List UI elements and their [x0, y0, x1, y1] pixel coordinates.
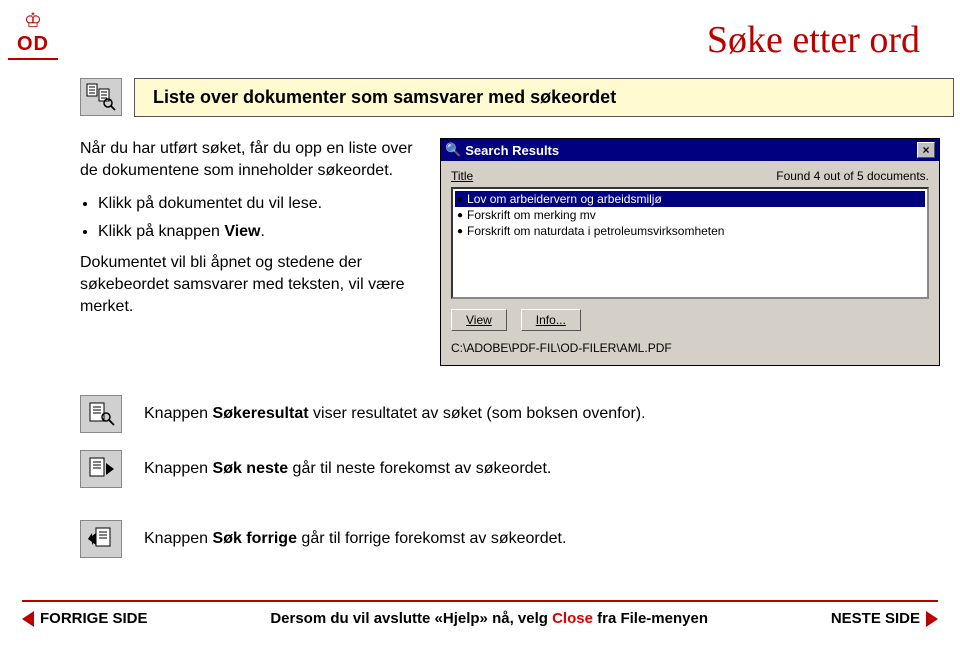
result-listbox[interactable]: ● Lov om arbeidervern og arbeidsmiljø ● …: [451, 187, 929, 299]
explain-text-3: Knappen Søk forrige går til forrige fore…: [144, 530, 566, 548]
banner: Liste over dokumenter som samsvarer med …: [80, 78, 954, 117]
view-button[interactable]: View: [451, 309, 507, 331]
footer-rule: [22, 600, 938, 602]
titlebar: 🔍 Search Results ×: [441, 139, 939, 161]
document-icon: ●: [457, 210, 463, 221]
next-page-button[interactable]: NESTE SIDE: [831, 610, 938, 627]
window-icon: 🔍: [445, 142, 461, 158]
explain-text-1: Knappen Søkeresultat viser resultatet av…: [144, 405, 646, 423]
logo-rule: [8, 58, 58, 60]
explain-row-1: Knappen Søkeresultat viser resultatet av…: [80, 395, 940, 455]
intro-column: Når du har utført søket, får du opp en l…: [80, 138, 415, 317]
prev-label: FORRIGE SIDE: [40, 610, 148, 627]
banner-text: Liste over dokumenter som samsvarer med …: [134, 78, 954, 117]
next-label: NESTE SIDE: [831, 610, 920, 627]
arrow-left-icon: [22, 611, 34, 627]
file-path: C:\ADOBE\PDF-FIL\OD-FILER\AML.PDF: [451, 341, 929, 355]
title-column-label: Title: [451, 169, 473, 183]
window-body: Title Found 4 out of 5 documents. ● Lov …: [441, 161, 939, 365]
list-item[interactable]: ● Lov om arbeidervern og arbeidsmiljø: [455, 191, 925, 207]
info-button[interactable]: Info...: [521, 309, 581, 331]
footer: FORRIGE SIDE Dersom du vil avslutte «Hje…: [0, 610, 960, 627]
explain-row-2: Knappen Søk neste går til neste forekoms…: [80, 450, 940, 510]
intro-bullet-2: Klikk på knappen View.: [98, 221, 415, 243]
list-item[interactable]: ● Forskrift om naturdata i petroleumsvir…: [455, 223, 925, 239]
intro-bullet-1: Klikk på dokumentet du vil lese.: [98, 193, 415, 215]
explain-text-2: Knappen Søk neste går til neste forekoms…: [144, 460, 551, 478]
document-icon: ●: [457, 226, 463, 237]
page-title: Søke etter ord: [707, 18, 920, 62]
logo: ♔ OD: [8, 8, 58, 60]
intro-bullets: Klikk på dokumentet du vil lese. Klikk p…: [80, 193, 415, 242]
search-list-icon: [80, 78, 122, 116]
search-result-icon: [80, 395, 122, 433]
arrow-right-icon: [926, 611, 938, 627]
crown-icon: ♔: [8, 8, 58, 33]
explain-row-3: Knappen Søk forrige går til forrige fore…: [80, 520, 940, 580]
intro-paragraph: Når du har utført søket, får du opp en l…: [80, 138, 415, 181]
intro-after: Dokumentet vil bli åpnet og stedene der …: [80, 252, 415, 317]
close-icon[interactable]: ×: [917, 142, 935, 158]
list-item-label: Forskrift om merking mv: [467, 208, 596, 222]
found-count: Found 4 out of 5 documents.: [776, 169, 929, 183]
list-item[interactable]: ● Forskrift om merking mv: [455, 207, 925, 223]
search-results-window: 🔍 Search Results × Title Found 4 out of …: [440, 138, 940, 366]
list-item-label: Forskrift om naturdata i petroleumsvirks…: [467, 224, 724, 238]
list-item-label: Lov om arbeidervern og arbeidsmiljø: [467, 192, 662, 206]
footer-message: Dersom du vil avslutte «Hjelp» nå, velg …: [148, 610, 831, 627]
document-icon: ●: [457, 194, 463, 205]
search-next-icon: [80, 450, 122, 488]
search-prev-icon: [80, 520, 122, 558]
logo-text: OD: [8, 33, 58, 56]
window-title: Search Results: [465, 143, 559, 158]
prev-page-button[interactable]: FORRIGE SIDE: [22, 610, 148, 627]
